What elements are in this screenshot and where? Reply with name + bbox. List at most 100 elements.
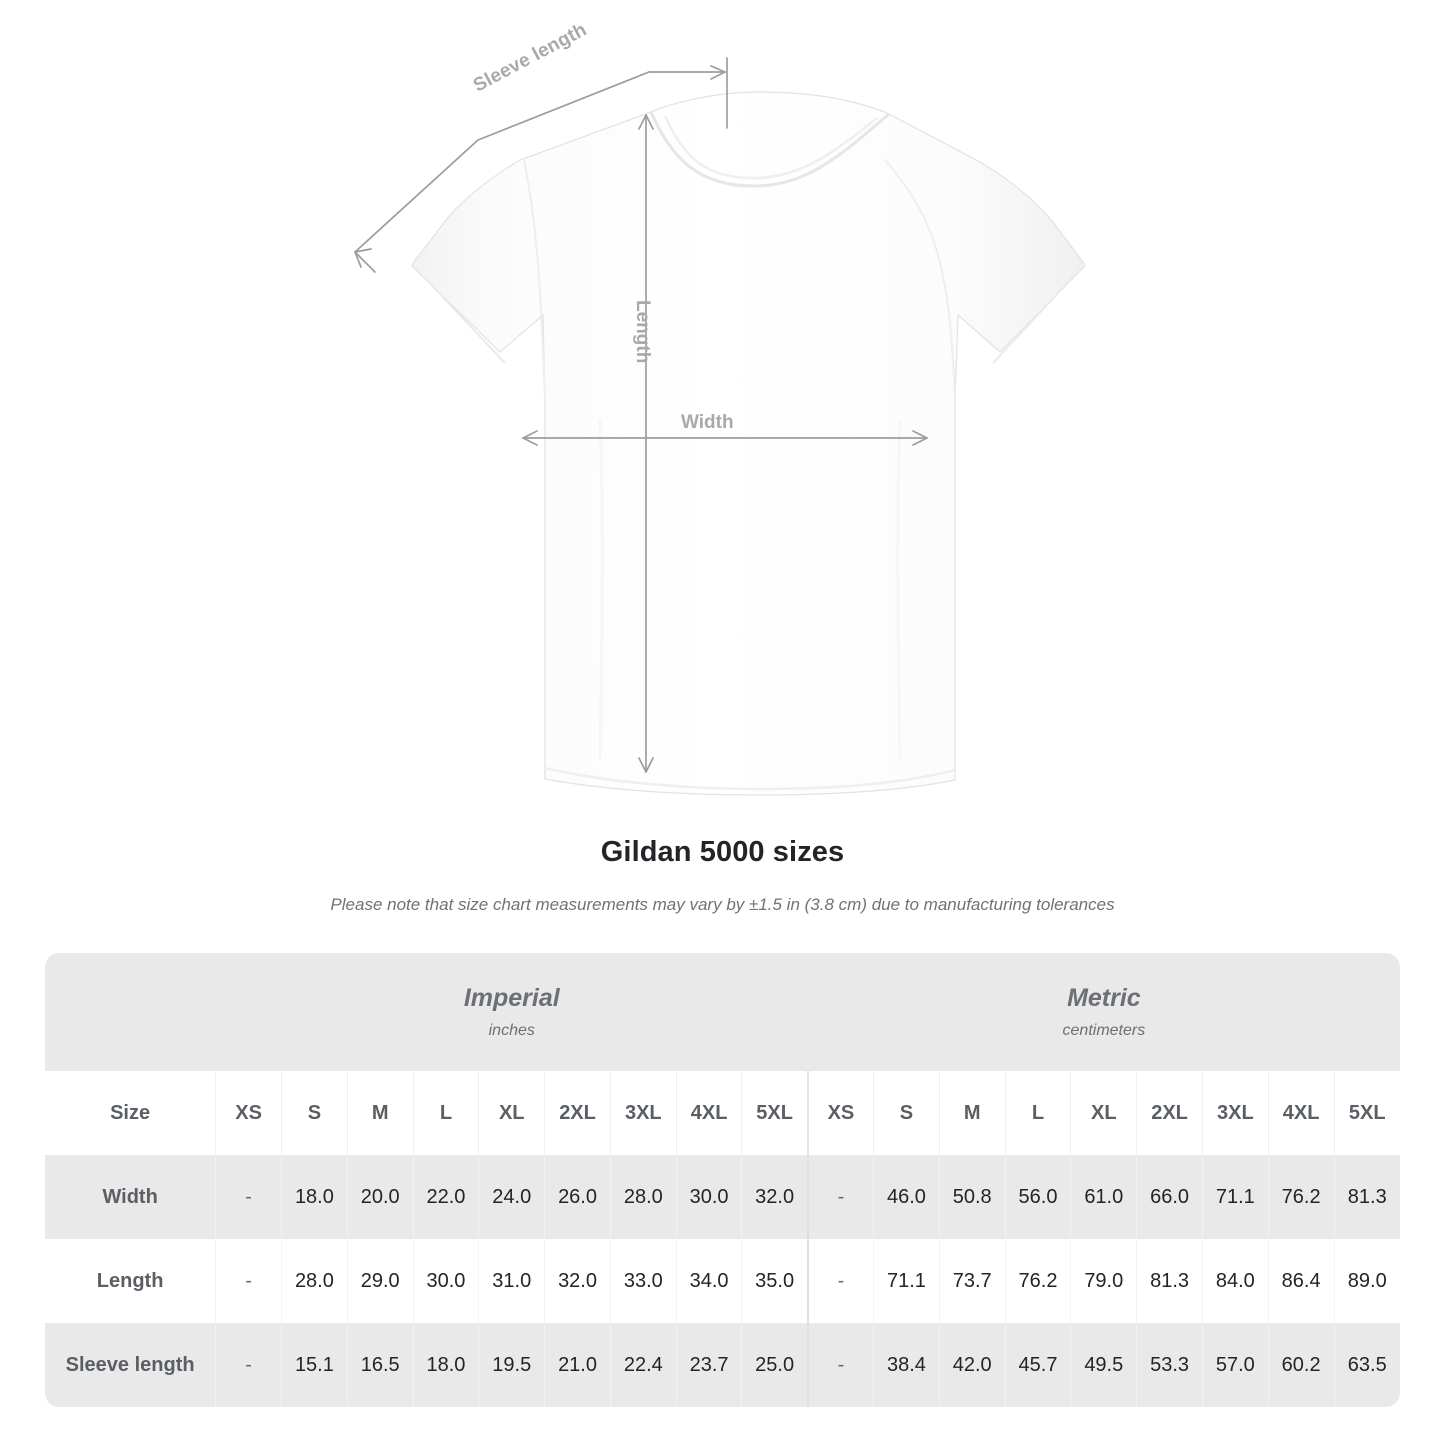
size-header-metric-m: M <box>938 1071 1006 1155</box>
sleeve-extension-tick <box>354 251 376 273</box>
dimension-lines <box>354 57 928 773</box>
cell-sleeve-length-imperial-5xl: 25.0 <box>741 1323 808 1407</box>
cell-width-metric-5xl: 81.3 <box>1333 1155 1400 1239</box>
unit-header-metric: Metric centimeters <box>807 953 1400 1071</box>
cell-sleeve-length-imperial-xs: - <box>215 1323 282 1407</box>
length-arrow-head-bottom <box>638 757 654 773</box>
size-header-metric-2xl: 2XL <box>1136 1071 1203 1155</box>
table-row: Length -28.0 29.0 30.0 31.0 32.0 33.0 34.0 35.0-… <box>45 1239 1400 1323</box>
cell-width-metric-m: 50.8 <box>938 1155 1006 1239</box>
cell-length-imperial-3xl: 33.0 <box>609 1239 677 1323</box>
tolerance-note: Please note that size chart measurements… <box>330 895 1115 914</box>
cell-width-imperial-l: 22.0 <box>412 1155 479 1239</box>
cell-length-metric-l: 76.2 <box>1004 1239 1071 1323</box>
cell-length-metric-3xl: 84.0 <box>1201 1239 1269 1323</box>
collar-inner <box>663 115 878 180</box>
cell-width-imperial-s: 18.0 <box>281 1155 348 1239</box>
sleeve-length-dimension <box>354 57 728 273</box>
cell-sleeve-length-imperial-xl: 19.5 <box>478 1323 545 1407</box>
cell-length-metric-4xl: 86.4 <box>1267 1239 1335 1323</box>
cell-length-imperial-2xl: 32.0 <box>544 1239 611 1323</box>
cell-sleeve-length-metric-3xl: 57.0 <box>1201 1323 1269 1407</box>
size-column-header: Size <box>45 1071 216 1155</box>
unit-header-imperial: Imperial inches <box>215 953 808 1071</box>
unit-subtitle: inches <box>488 1022 535 1040</box>
length-dimension <box>638 114 654 773</box>
unit-band-row: Imperial inches Metric centimeters <box>45 953 1400 1071</box>
cell-width-imperial-5xl: 32.0 <box>741 1155 808 1239</box>
cell-sleeve-length-metric-2xl: 53.3 <box>1136 1323 1203 1407</box>
bottom-hem <box>544 766 956 791</box>
cell-sleeve-length-metric-l: 45.7 <box>1004 1323 1071 1407</box>
sleeve-length-line <box>354 71 650 253</box>
cell-width-metric-xl: 61.0 <box>1070 1155 1137 1239</box>
cell-sleeve-length-metric-5xl: 63.5 <box>1333 1323 1400 1407</box>
cell-length-metric-2xl: 81.3 <box>1136 1239 1203 1323</box>
unit-band-spacer <box>45 953 216 1071</box>
size-header-metric-xl: XL <box>1070 1071 1137 1155</box>
tshirt-illustration-svg <box>354 57 1086 796</box>
fold-1 <box>598 419 604 761</box>
cell-sleeve-length-metric-xl: 49.5 <box>1070 1323 1137 1407</box>
size-header-imperial-m: M <box>346 1071 414 1155</box>
size-header-imperial-3xl: 3XL <box>609 1071 677 1155</box>
cell-sleeve-length-imperial-m: 16.5 <box>346 1323 414 1407</box>
cell-length-imperial-5xl: 35.0 <box>741 1239 808 1323</box>
size-header-metric-s: S <box>873 1071 940 1155</box>
cell-length-imperial-xl: 31.0 <box>478 1239 545 1323</box>
cell-sleeve-length-imperial-2xl: 21.0 <box>544 1323 611 1407</box>
cell-length-imperial-s: 28.0 <box>281 1239 348 1323</box>
cell-sleeve-length-metric-4xl: 60.2 <box>1267 1323 1335 1407</box>
cell-width-imperial-2xl: 26.0 <box>544 1155 611 1239</box>
size-chart-table: Imperial inches Metric centimeters Size XS S M L… <box>45 953 1400 1407</box>
cell-sleeve-length-metric-m: 42.0 <box>938 1323 1006 1407</box>
cell-length-metric-5xl: 89.0 <box>1333 1239 1400 1323</box>
cell-width-imperial-xs: - <box>215 1155 282 1239</box>
table-row: Sleeve length -15.1 16.5 18.0 19.5 21.0 22.4 23… <box>45 1323 1400 1407</box>
unit-subtitle: centimeters <box>1062 1022 1146 1040</box>
page-title: Gildan 5000 sizes <box>600 836 845 868</box>
armhole-left <box>523 159 546 401</box>
sleeve-leader-arrow-head <box>710 65 726 80</box>
width-arrow-head-left <box>522 430 538 446</box>
cell-sleeve-length-imperial-s: 15.1 <box>281 1323 348 1407</box>
cell-width-metric-3xl: 71.1 <box>1201 1155 1269 1239</box>
fold-2 <box>896 419 902 761</box>
cell-width-imperial-4xl: 30.0 <box>675 1155 742 1239</box>
tshirt-body-path <box>411 91 1086 796</box>
tshirt-diagram: Sleeve length Length Width <box>354 19 1086 796</box>
row-label-width: Width <box>45 1155 216 1239</box>
sleeve-hem-left <box>422 275 506 364</box>
cell-sleeve-length-imperial-3xl: 22.4 <box>609 1323 677 1407</box>
cell-length-metric-xl: 79.0 <box>1070 1239 1137 1323</box>
size-header-imperial-xs: XS <box>215 1071 282 1155</box>
table-header-row: Size XS S M L XL 2XL 3XL 4XL 5XL XS S M L XL 2XL 3XL 4XL 5… <box>45 1071 1400 1155</box>
table-row: Width -18.0 20.0 22.0 24.0 26.0 28.0 30.0 32.0-4… <box>45 1155 1400 1239</box>
unit-name: Metric <box>1067 983 1141 1012</box>
cell-width-imperial-m: 20.0 <box>346 1155 414 1239</box>
size-header-imperial-s: S <box>281 1071 348 1155</box>
width-dimension <box>522 430 928 446</box>
cell-width-metric-2xl: 66.0 <box>1136 1155 1203 1239</box>
length-arrow-head-top <box>638 114 654 130</box>
cell-sleeve-length-metric-s: 38.4 <box>873 1323 940 1407</box>
cell-width-metric-l: 56.0 <box>1004 1155 1071 1239</box>
cell-length-imperial-m: 29.0 <box>346 1239 414 1323</box>
cell-length-imperial-l: 30.0 <box>412 1239 479 1323</box>
cell-length-metric-xs: - <box>806 1239 874 1323</box>
cell-length-metric-m: 73.7 <box>938 1239 1006 1323</box>
row-label-sleeve-length: Sleeve length <box>45 1323 216 1407</box>
cell-length-imperial-xs: - <box>215 1239 282 1323</box>
size-header-metric-3xl: 3XL <box>1201 1071 1269 1155</box>
size-chart-container: Imperial inches Metric centimeters Size XS S M L… <box>45 953 1400 1407</box>
width-arrow-head-right <box>912 430 928 446</box>
sleeve-arrow-head-lower <box>354 248 372 268</box>
length-label: Length <box>632 300 653 364</box>
size-header-metric-l: L <box>1004 1071 1071 1155</box>
cell-sleeve-length-metric-xs: - <box>806 1323 874 1407</box>
size-header-imperial-l: L <box>412 1071 479 1155</box>
tshirt-shape <box>411 91 1086 796</box>
row-label-length: Length <box>45 1239 216 1323</box>
size-header-imperial-2xl: 2XL <box>544 1071 611 1155</box>
cell-width-metric-4xl: 76.2 <box>1267 1155 1335 1239</box>
